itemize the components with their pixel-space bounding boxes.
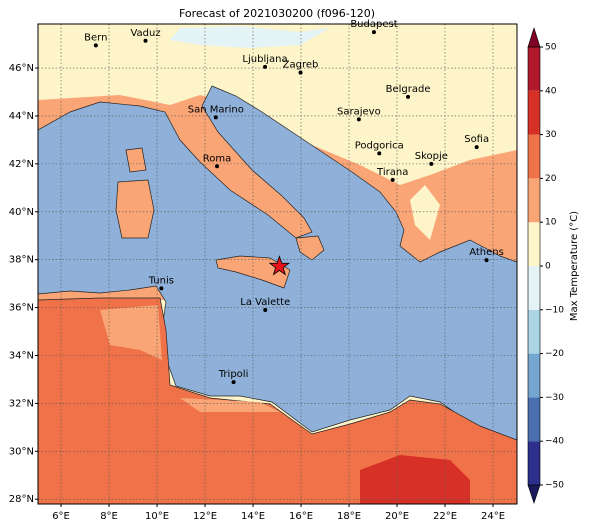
y-tick-label: 36°N (9, 303, 34, 314)
colorbar-tick-label: 20 (545, 174, 557, 184)
city-point (356, 117, 361, 122)
city-label: Budapest (350, 19, 397, 30)
x-tick-label: 22°E (433, 511, 457, 522)
colorbar-band (528, 353, 540, 398)
city-label: Roma (203, 153, 232, 164)
colorbar-band (528, 266, 540, 310)
city-point (406, 94, 411, 99)
colorbar-extend (527, 27, 541, 48)
colorbar-band (528, 178, 540, 223)
y-tick-label: 44°N (9, 111, 34, 122)
star-marker (268, 255, 291, 276)
city-label: Sarajevo (337, 106, 381, 117)
city-point (93, 43, 98, 48)
city-label: Tirana (376, 167, 408, 178)
colorbar-band (528, 90, 540, 135)
city-point (429, 161, 434, 166)
city-label: Tunis (148, 275, 174, 286)
colorbar-tick-label: −30 (545, 393, 564, 403)
colorbar-label: Max Temperature (°C) (569, 211, 580, 321)
x-tick-label: 20°E (385, 511, 409, 522)
city-label: La Valette (240, 297, 290, 308)
city-point (213, 115, 218, 120)
city-point (143, 38, 148, 43)
y-tick-label: 38°N (9, 255, 34, 266)
city-point (474, 145, 479, 150)
y-tick-label: 40°N (9, 207, 34, 218)
city-label: Vaduz (130, 28, 160, 39)
city-label: Zagreb (283, 60, 319, 71)
colorbar-extend (527, 484, 541, 504)
y-tick-label: 42°N (9, 159, 34, 170)
city-point (377, 151, 382, 156)
colorbar-band (528, 47, 540, 91)
title: Forecast of 2021030200 (f096-120) (179, 7, 375, 20)
graticule: 6°E 8°E 10°E 12°E 14°E 16°E 18°E 20°E 22°E 24°E 28… (9, 24, 517, 522)
city-point (263, 307, 268, 312)
colorbar-tick-label: −50 (545, 481, 564, 491)
x-tick-label: 18°E (337, 511, 361, 522)
y-tick-label: 46°N (9, 63, 34, 74)
colorbar-band (528, 441, 540, 485)
city-point (484, 258, 489, 263)
x-tick-label: 16°E (289, 511, 313, 522)
city-label: Bern (84, 32, 107, 43)
city-point (215, 164, 220, 169)
colorbar-tick-label: 40 (545, 86, 557, 96)
city-label: Podgorica (355, 140, 404, 151)
colorbar-tick-label: 50 (545, 43, 557, 53)
x-tick-label: 12°E (193, 511, 217, 522)
city-point (390, 177, 395, 182)
colorbar-band (528, 222, 540, 266)
city-point (159, 286, 164, 291)
colorbar-tick-label: −20 (545, 349, 564, 359)
city-label: Skopje (415, 151, 448, 162)
city-label: Ljubljana (242, 54, 287, 65)
x-tick-label: 10°E (145, 511, 169, 522)
y-tick-label: 28°N (9, 494, 34, 505)
x-tick-label: 6°E (52, 511, 70, 522)
colorbar-tick-label: −10 (545, 305, 564, 315)
map-frame (37, 23, 518, 505)
city-point (263, 64, 268, 69)
colorbar-band (528, 397, 540, 442)
colorbar-tick-label: −40 (545, 437, 564, 447)
city-point (371, 30, 376, 35)
x-tick-label: 8°E (100, 511, 118, 522)
y-tick-label: 30°N (9, 446, 34, 457)
colorbar-tick-label: 30 (545, 130, 557, 140)
colorbar-tick-label: 10 (545, 218, 557, 228)
y-tick-label: 32°N (9, 398, 34, 409)
x-tick-label: 14°E (241, 511, 265, 522)
colorbar-band (528, 309, 540, 354)
colorbar-band (528, 134, 540, 179)
city-label: Tripoli (218, 369, 249, 380)
x-tick-label: 24°E (481, 511, 505, 522)
city-point (298, 70, 303, 75)
city-label: Belgrade (386, 84, 431, 95)
city-label: Sofia (464, 134, 489, 145)
y-tick-label: 34°N (9, 350, 34, 361)
city-point (231, 380, 236, 385)
colorbar: −50 −40 −30 −20 −10 0 10 20 30 40 50 (527, 27, 564, 504)
colorbar-tick-label: 0 (545, 262, 551, 272)
city-label: Athens (469, 247, 504, 258)
city-label: San Marino (188, 104, 244, 115)
